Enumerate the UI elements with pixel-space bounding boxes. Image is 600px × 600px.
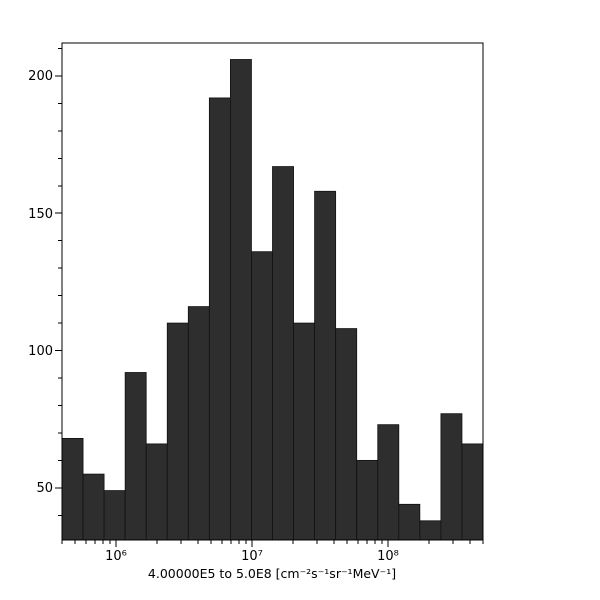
histogram-bar [229,59,252,541]
histogram-bar [272,166,294,541]
y-tick-label: 200 [28,69,53,84]
histogram-bar [166,322,189,541]
histogram-bar [103,490,126,541]
x-tick-label: 10⁶ [105,549,127,564]
x-axis-label: 4.00000E5 to 5.0E8 [cm⁻²s⁻¹sr⁻¹MeV⁻¹] [148,566,396,581]
y-tick-label: 150 [28,207,53,222]
y-tick-label: 100 [28,344,53,359]
x-tick-label: 10⁸ [377,549,399,564]
histogram-bar [419,520,442,541]
histogram-bar [145,443,168,541]
plot-area [55,42,484,547]
histogram-bar [461,443,484,541]
histogram-bar [124,372,147,541]
histogram-bar [187,306,210,541]
histogram-bar [356,459,379,541]
histogram-bar [251,251,273,541]
histogram-bar [314,190,337,541]
histogram-bar [208,97,231,541]
histogram-bar [293,322,315,541]
histogram-bar [398,503,421,541]
histogram-bar [61,437,84,541]
histogram-bar [335,328,358,541]
x-tick-label: 10⁷ [241,549,263,564]
histogram-bar [440,413,463,541]
y-tick-label: 50 [36,481,53,496]
histogram-bar [82,473,105,541]
plot-frame [61,42,484,541]
histogram-bar [377,424,400,541]
